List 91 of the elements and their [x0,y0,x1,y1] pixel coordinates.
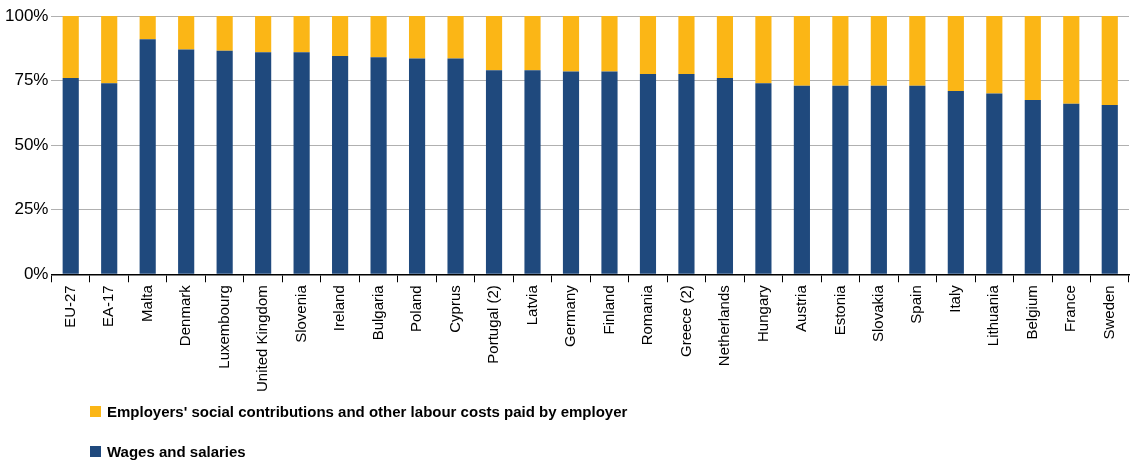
x-tick-label: Finland [599,285,617,335]
y-tick-label: 100% [5,5,49,25]
x-tick-label: Slovakia [869,284,886,342]
x-tick-label: Romania [638,284,656,346]
bar [562,71,580,274]
bar [101,83,118,274]
x-tick-label: Germany [561,284,579,347]
bar [947,16,964,91]
y-tick-label: 0% [23,263,49,283]
x-tick-label: Sweden [1099,285,1117,340]
bar [639,16,657,75]
x-tick-label: Greece (2) [676,285,694,357]
x-tick-label: EA-17 [99,285,117,327]
x-tick-label: Latvia [522,284,540,326]
y-tick-label: 75% [14,70,49,90]
x-tick-label: Hungary [753,284,771,342]
bar [1101,16,1118,106]
x-tick-label: Ireland [330,285,348,332]
bar [332,56,349,274]
bar [1024,16,1041,100]
bar [447,58,464,274]
bar [1063,16,1080,104]
bar [793,16,810,86]
bar [678,16,695,75]
legend-label: Employers' social contributions and other labour costs paid by employer [107,402,628,420]
bar [216,16,233,51]
x-tick-label: Slovenia [291,284,309,343]
bar [909,16,926,86]
bar [408,16,426,59]
x-tick-label: Cyprus [445,285,463,333]
bar [255,16,272,53]
bar [678,74,695,274]
x-tick-label: Bulgaria [368,284,386,341]
bar [1063,103,1080,274]
bar [332,16,349,57]
bar [255,52,272,274]
x-tick-label: Denmark [176,284,194,347]
x-tick-label: Poland [407,285,425,332]
y-tick-label: 25% [14,199,49,219]
x-tick-label: Netherlands [715,285,733,367]
bar [832,16,849,86]
bar [1101,105,1118,274]
bar [870,85,887,274]
bar [909,85,926,274]
x-tick-label: Portugal (2) [484,285,502,364]
bar [601,71,618,274]
bar [986,16,1003,94]
bar [62,16,79,78]
bar [755,83,772,274]
bar [139,16,156,40]
bar [62,77,79,274]
bar [293,52,310,274]
bar [986,93,1003,274]
bar [370,16,387,58]
bar [447,16,464,59]
bar [178,16,195,50]
x-tick-label: Italy [945,284,963,313]
bar [870,16,887,86]
bar [408,58,426,274]
bar [716,16,734,78]
bar [101,16,118,84]
bar [524,70,541,274]
x-tick-label: EU-27 [60,285,78,328]
bar [216,50,233,274]
x-tick-label: Spain [907,285,925,324]
bar [716,77,734,274]
bar [832,85,849,274]
x-tick-label: Belgium [1022,285,1040,340]
legend-label: Wages and salaries [107,442,246,460]
bar [793,85,810,274]
x-tick-label: United Kingdom [253,285,271,393]
x-tick-label: Austria [792,284,810,332]
x-tick-label: Malta [137,284,155,322]
bar [639,74,657,274]
bar [524,16,541,71]
bar [601,16,618,72]
bar [293,16,310,53]
bar [370,57,387,274]
bar [1024,99,1041,274]
bar [755,16,772,84]
bar [485,16,503,71]
bar [139,39,156,274]
x-tick-label: Estonia [830,284,848,336]
bar [947,90,964,274]
bar [485,70,503,274]
x-tick-label: Lithuania [984,284,1002,347]
y-tick-label: 50% [14,134,49,154]
x-tick-label: Luxembourg [214,285,232,369]
x-tick-label: France [1061,285,1079,332]
bar [562,16,580,72]
bar [178,49,195,274]
